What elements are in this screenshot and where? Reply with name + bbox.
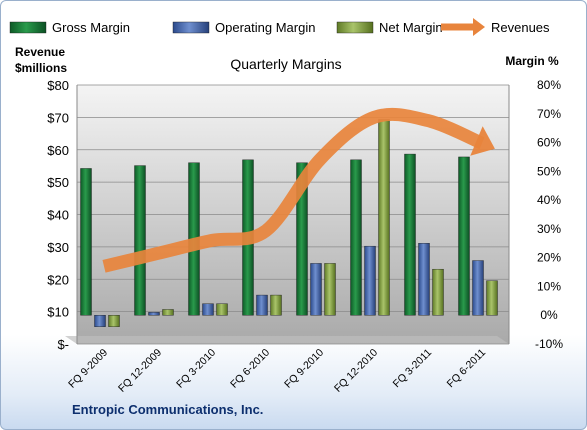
legend-label: Revenues xyxy=(491,20,550,35)
bar-operating-margin xyxy=(256,294,268,316)
revenues-line xyxy=(102,107,485,273)
right-tick-label: 40% xyxy=(537,193,561,207)
left-axis-title-line: $millions xyxy=(15,61,67,75)
bar-gross-margin xyxy=(350,159,362,316)
legend-swatch-arrow xyxy=(473,18,485,36)
plot-floor xyxy=(65,336,509,344)
left-tick-label: $40 xyxy=(47,208,69,223)
category-label: FQ 3-2011 xyxy=(391,347,435,391)
category-label: FQ 6-2011 xyxy=(445,347,489,391)
legend-label: Gross Margin xyxy=(52,20,130,35)
bar-operating-margin xyxy=(418,243,430,316)
bar-net-margin xyxy=(108,315,120,327)
bar-net-margin xyxy=(486,280,498,316)
left-tick-label: $20 xyxy=(47,272,69,287)
revenues-arrowhead xyxy=(470,126,495,156)
right-tick-label: -10% xyxy=(535,337,563,351)
bar-operating-margin xyxy=(202,303,214,316)
right-tick-label: 10% xyxy=(537,279,561,293)
bar-net-margin xyxy=(216,303,228,316)
bar-operating-margin xyxy=(472,260,484,316)
bar-net-margin xyxy=(432,268,444,316)
bar-net-margin xyxy=(378,119,390,316)
bar-gross-margin xyxy=(458,156,470,316)
right-tick-label: 0% xyxy=(540,308,558,322)
legend-label: Operating Margin xyxy=(215,20,315,35)
company-name: Entropic Communications, Inc. xyxy=(72,402,263,417)
left-tick-label: $10 xyxy=(47,305,69,320)
bar-net-margin xyxy=(324,263,336,316)
left-tick-label: $- xyxy=(57,337,69,352)
left-tick-label: $80 xyxy=(47,78,69,93)
right-tick-label: 50% xyxy=(537,164,561,178)
bar-operating-margin xyxy=(94,315,106,327)
category-label: FQ 9-2009 xyxy=(66,347,110,391)
left-tick-label: $30 xyxy=(47,240,69,255)
category-label: FQ 3-2010 xyxy=(174,347,218,391)
bar-net-margin xyxy=(162,309,174,316)
bar-operating-margin xyxy=(364,245,376,316)
right-tick-label: 60% xyxy=(537,136,561,150)
right-axis-title: Margin % xyxy=(505,54,559,68)
right-tick-label: 20% xyxy=(537,251,561,265)
legend-swatch xyxy=(336,21,374,34)
legend-swatch xyxy=(172,21,210,34)
bar-net-margin xyxy=(270,294,282,316)
left-axis-title-line: Revenue xyxy=(15,45,65,59)
chart-title: Quarterly Margins xyxy=(230,56,341,72)
bar-operating-margin xyxy=(310,263,322,316)
bar-gross-margin xyxy=(80,168,92,316)
bar-gross-margin xyxy=(134,165,146,316)
category-label: FQ 6-2010 xyxy=(228,347,272,391)
category-label: FQ 12-2009 xyxy=(116,347,164,395)
right-tick-label: 30% xyxy=(537,222,561,236)
bar-gross-margin xyxy=(296,162,308,316)
right-tick-label: 70% xyxy=(537,107,561,121)
left-tick-label: $50 xyxy=(47,175,69,190)
legend-label: Net Margin xyxy=(379,20,443,35)
category-label: FQ 12-2010 xyxy=(332,347,380,395)
right-tick-label: 80% xyxy=(537,78,561,92)
left-tick-label: $60 xyxy=(47,143,69,158)
bar-gross-margin xyxy=(404,153,416,316)
left-tick-label: $70 xyxy=(47,110,69,125)
legend-swatch xyxy=(9,21,47,34)
bar-operating-margin xyxy=(148,312,160,316)
category-label: FQ 9-2010 xyxy=(282,347,326,391)
